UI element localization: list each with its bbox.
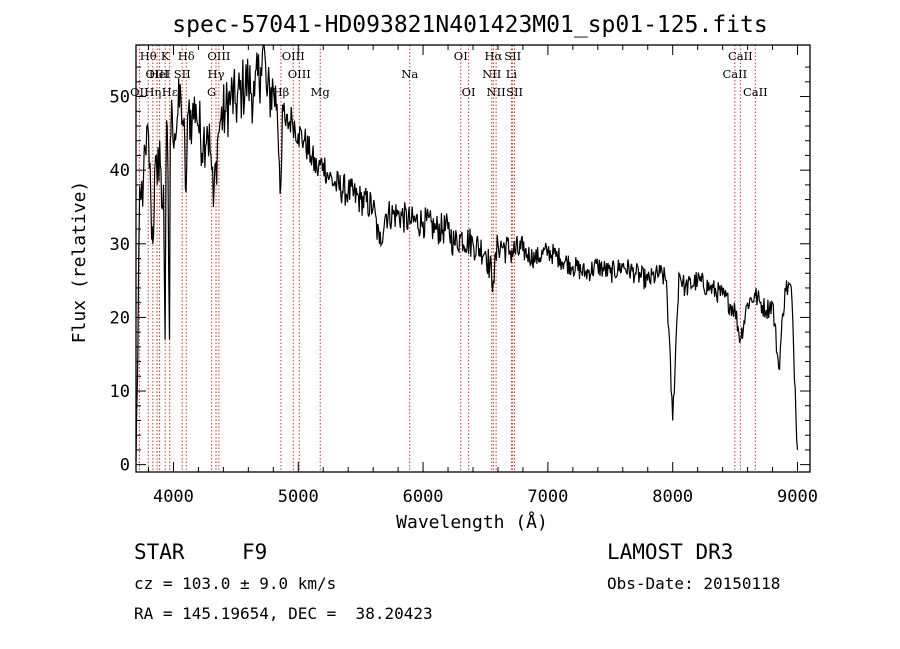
line-label-10: Hγ xyxy=(208,67,225,81)
y-tick-label-50: 50 xyxy=(110,88,130,108)
x-tick-label-9000: 9000 xyxy=(777,487,818,507)
line-label-25: CaII xyxy=(722,67,747,81)
line-label-21: NII xyxy=(487,85,506,99)
line-label-0: OII xyxy=(130,85,149,99)
line-label-11: G xyxy=(207,85,216,99)
spectrum-chart: spec-57041-HD093821N401423M01_sp01-125.f… xyxy=(69,12,818,533)
line-label-2: OIII xyxy=(146,67,169,81)
line-label-3: Hη xyxy=(144,85,161,99)
object-class: STAR xyxy=(134,540,185,564)
line-label-17: OI xyxy=(454,49,468,63)
y-axis-label: Flux (relative) xyxy=(69,181,90,344)
line-label-13: OIII xyxy=(282,49,305,63)
x-tick-label-5000: 5000 xyxy=(278,487,319,507)
line-label-23: Li xyxy=(506,67,518,81)
x-axis-label: Wavelength (Å) xyxy=(396,511,548,533)
redshift-cz: cz = 103.0 ± 9.0 km/s xyxy=(134,574,337,593)
object-subclass: F9 xyxy=(242,540,268,564)
line-label-18: OI xyxy=(462,85,476,99)
line-label-6: Hε xyxy=(162,85,178,99)
line-label-5: K xyxy=(161,49,170,63)
line-label-9: OIII xyxy=(207,49,230,63)
line-label-7: SII xyxy=(174,67,191,81)
y-tick-label-30: 30 xyxy=(110,235,130,255)
axis-ticks: 4000 5000 6000 7000 8000 9000 0 10 20 30 40 50 xyxy=(110,45,818,507)
line-label-14: OIII xyxy=(288,67,311,81)
x-tick-label-4000: 4000 xyxy=(153,487,194,507)
y-tick-label-10: 10 xyxy=(110,382,130,402)
line-label-1: Hθ xyxy=(140,49,157,63)
line-label-4: HeI xyxy=(149,67,170,81)
line-label-20: NII xyxy=(482,67,501,81)
line-label-12: Hβ xyxy=(273,85,290,99)
line-label-22: SII xyxy=(504,49,521,63)
x-tick-label-7000: 7000 xyxy=(527,487,568,507)
x-tick-label-6000: 6000 xyxy=(403,487,444,507)
line-label-24: SII xyxy=(506,85,523,99)
survey-name: LAMOST DR3 xyxy=(607,540,734,564)
line-label-27: CaII xyxy=(743,85,768,99)
y-tick-label-40: 40 xyxy=(110,161,130,181)
line-label-26: CaII xyxy=(728,49,753,63)
line-label-16: Na xyxy=(401,67,418,81)
chart-title: spec-57041-HD093821N401423M01_sp01-125.f… xyxy=(172,12,767,38)
line-label-15: Mg xyxy=(311,85,331,99)
line-label-8: Hδ xyxy=(178,49,195,63)
y-tick-label-20: 20 xyxy=(110,308,130,328)
y-tick-label-0: 0 xyxy=(120,456,130,476)
x-tick-label-8000: 8000 xyxy=(652,487,693,507)
flux-series-line xyxy=(135,43,799,462)
coordinates: RA = 145.19654, DEC = 38.20423 xyxy=(134,604,433,623)
obs-date: Obs-Date: 20150118 xyxy=(607,574,781,593)
line-markers xyxy=(138,45,756,472)
line-label-19: Hα xyxy=(484,49,502,63)
